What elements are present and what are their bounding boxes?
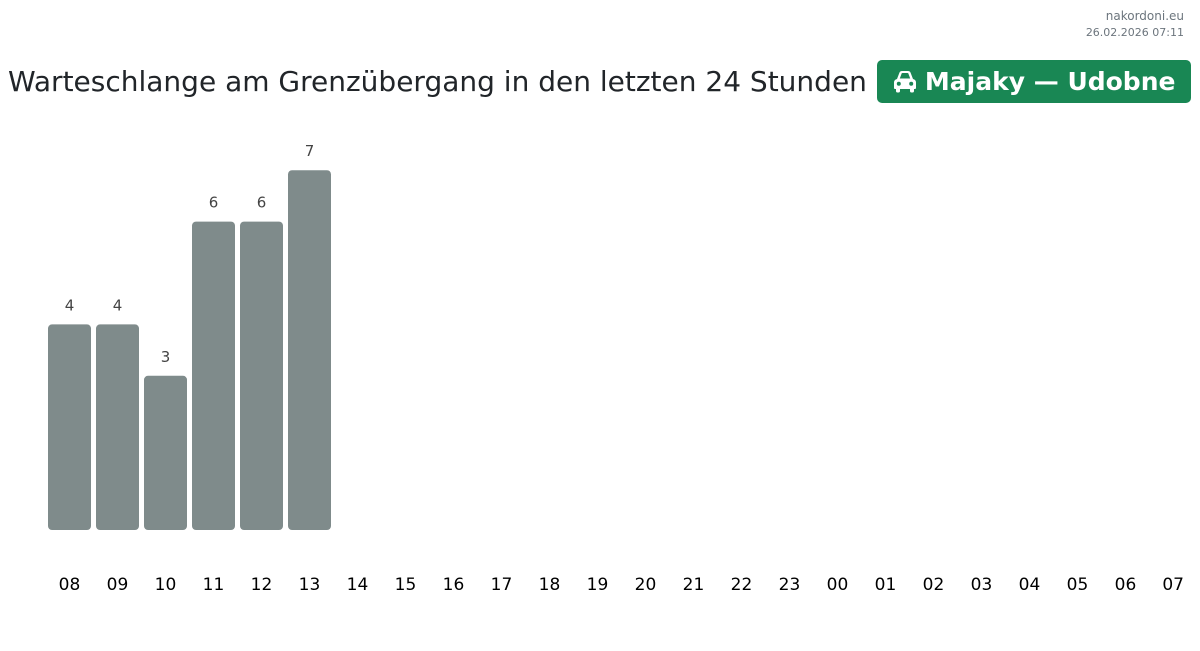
data-label-09: 4 (113, 296, 123, 314)
x-tick-label-10: 10 (155, 575, 177, 595)
x-tick-label-14: 14 (347, 575, 369, 595)
x-tick-label-22: 22 (731, 575, 753, 595)
x-tick-label-13: 13 (299, 575, 321, 595)
data-label-12: 6 (257, 194, 267, 212)
x-tick-label-07: 07 (1162, 575, 1184, 595)
badge-label: Majaky — Udobne (924, 66, 1176, 96)
bar-12 (240, 221, 283, 530)
crossing-status-badge: Majaky — Udobne (876, 59, 1192, 103)
x-tick-label-23: 23 (779, 575, 801, 595)
x-tick-label-16: 16 (443, 575, 465, 595)
bar-11 (192, 221, 235, 530)
x-tick-label-04: 04 (1019, 575, 1041, 595)
x-tick-label-06: 06 (1115, 575, 1137, 595)
timestamp: 26.02.2026 07:11 (1085, 26, 1184, 39)
title-row: Warteschlange am Grenzübergang in den le… (8, 59, 1192, 103)
x-tick-label-05: 05 (1067, 575, 1089, 595)
x-tick-label-00: 00 (827, 575, 849, 595)
x-tick-label-11: 11 (203, 575, 225, 595)
x-tick-label-12: 12 (251, 575, 273, 595)
x-tick-label-20: 20 (635, 575, 657, 595)
x-tick-label-21: 21 (683, 575, 705, 595)
x-tick-label-08: 08 (59, 575, 81, 595)
x-tick-label-15: 15 (395, 575, 417, 595)
bar-13 (288, 170, 331, 530)
bar-09 (96, 324, 139, 530)
data-label-10: 3 (161, 348, 171, 366)
data-label-08: 4 (65, 296, 75, 314)
bar-08 (48, 324, 91, 530)
x-tick-label-18: 18 (539, 575, 561, 595)
data-label-11: 6 (209, 194, 219, 212)
x-tick-label-09: 09 (107, 575, 129, 595)
x-tick-label-01: 01 (875, 575, 897, 595)
x-tick-label-02: 02 (923, 575, 945, 595)
car-icon (891, 67, 919, 95)
x-tick-label-17: 17 (491, 575, 513, 595)
page-title: Warteschlange am Grenzübergang in den le… (8, 64, 867, 98)
data-label-13: 7 (305, 142, 315, 160)
x-tick-label-19: 19 (587, 575, 609, 595)
bar-10 (144, 375, 187, 530)
site-name[interactable]: nakordoni.eu (1105, 9, 1184, 23)
x-tick-label-03: 03 (971, 575, 993, 595)
